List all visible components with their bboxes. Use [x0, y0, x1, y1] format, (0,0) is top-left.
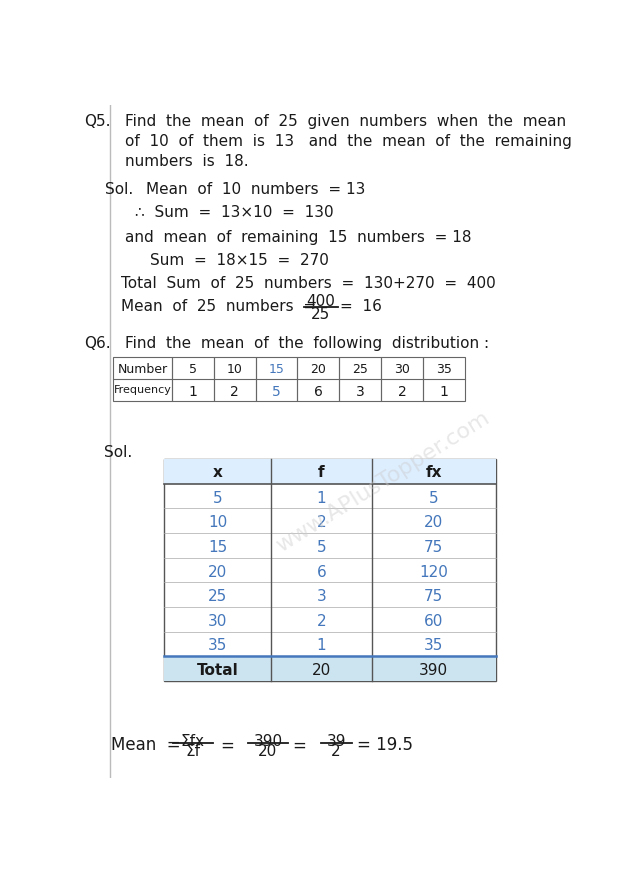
Text: 75: 75 [424, 589, 444, 604]
Text: 6: 6 [314, 385, 323, 399]
Text: 2: 2 [316, 516, 326, 531]
Text: and  mean  of  remaining  15  numbers  = 18: and mean of remaining 15 numbers = 18 [125, 230, 472, 245]
Text: 25: 25 [208, 589, 227, 604]
Text: 35: 35 [436, 363, 452, 376]
Text: 20: 20 [424, 516, 444, 531]
Text: Q6.: Q6. [84, 336, 111, 350]
Text: of  10  of  them  is  13   and  the  mean  of  the  remaining: of 10 of them is 13 and the mean of the … [125, 134, 572, 149]
Text: 1: 1 [316, 639, 326, 654]
Text: Total: Total [197, 663, 239, 678]
Text: 120: 120 [419, 565, 448, 579]
Text: 5: 5 [429, 490, 439, 506]
Text: Find  the  mean  of  the  following  distribution :: Find the mean of the following distribut… [125, 336, 489, 350]
Bar [381, 357, 423, 400]
Text: 75: 75 [424, 540, 444, 555]
Text: 1: 1 [439, 385, 448, 399]
Text: 30: 30 [394, 363, 410, 376]
Text: Sum  =  18×15  =  270: Sum = 18×15 = 270 [150, 253, 329, 267]
Text: Number: Number [117, 363, 167, 376]
Bar [423, 357, 465, 400]
Text: 20: 20 [311, 363, 326, 376]
Text: fx: fx [426, 465, 442, 480]
Text: 10: 10 [227, 363, 242, 376]
Text: Σf: Σf [185, 744, 200, 759]
Text: 2: 2 [331, 744, 341, 759]
Text: Total  Sum  of  25  numbers  =  130+270  =  400: Total Sum of 25 numbers = 130+270 = 400 [121, 276, 495, 291]
Text: 1: 1 [188, 385, 197, 399]
Bar [340, 357, 381, 400]
Text: 35: 35 [424, 639, 444, 654]
Bar [113, 357, 465, 400]
Text: 5: 5 [213, 490, 222, 506]
Text: 39: 39 [327, 734, 346, 749]
Text: 30: 30 [208, 614, 227, 629]
Text: 390: 390 [253, 734, 282, 749]
Text: 25: 25 [352, 363, 368, 376]
Text: 20: 20 [208, 565, 227, 579]
Text: Σfx: Σfx [181, 734, 204, 749]
Text: =: = [293, 736, 307, 754]
Text: 15: 15 [269, 363, 284, 376]
Text: 1: 1 [316, 490, 326, 506]
Text: 35: 35 [208, 639, 227, 654]
Text: 3: 3 [316, 589, 326, 604]
Text: =  16: = 16 [340, 299, 382, 314]
Bar [172, 357, 213, 400]
Text: 25: 25 [311, 308, 331, 323]
Text: x: x [213, 465, 222, 480]
Text: 60: 60 [424, 614, 444, 629]
Text: 6: 6 [316, 565, 326, 579]
Text: 5: 5 [189, 363, 197, 376]
Text: Sol.: Sol. [105, 182, 134, 197]
Text: 2: 2 [230, 385, 239, 399]
Text: 2: 2 [316, 614, 326, 629]
Text: =: = [220, 736, 234, 754]
Text: numbers  is  18.: numbers is 18. [125, 154, 249, 170]
Text: www.APlusTopper.com: www.APlusTopper.com [273, 408, 493, 556]
Text: 10: 10 [208, 516, 227, 531]
Text: 3: 3 [356, 385, 365, 399]
Bar [297, 357, 340, 400]
Bar [255, 357, 297, 400]
Bar [164, 459, 496, 681]
Text: 2: 2 [397, 385, 406, 399]
Text: Frequency: Frequency [113, 385, 171, 395]
Bar [164, 656, 496, 681]
Text: 400: 400 [306, 295, 335, 309]
Text: = 19.5: = 19.5 [357, 736, 413, 754]
Text: 390: 390 [419, 663, 448, 678]
Text: Q5.: Q5. [84, 114, 111, 129]
Bar [113, 357, 172, 400]
Text: 5: 5 [272, 385, 281, 399]
Text: Mean  =: Mean = [111, 736, 181, 754]
Bar [213, 357, 255, 400]
Text: ∴  Sum  =  13×10  =  130: ∴ Sum = 13×10 = 130 [134, 205, 333, 220]
Bar [164, 459, 496, 483]
Text: 15: 15 [208, 540, 227, 555]
Text: Sol.: Sol. [104, 445, 132, 461]
Text: 20: 20 [258, 744, 278, 759]
Text: Find  the  mean  of  25  given  numbers  when  the  mean: Find the mean of 25 given numbers when t… [125, 114, 566, 129]
Text: 5: 5 [316, 540, 326, 555]
Text: f: f [318, 465, 325, 480]
Text: Mean  of  10  numbers  = 13: Mean of 10 numbers = 13 [146, 182, 366, 197]
Text: Mean  of  25  numbers  =: Mean of 25 numbers = [121, 299, 316, 314]
Text: 20: 20 [312, 663, 331, 678]
